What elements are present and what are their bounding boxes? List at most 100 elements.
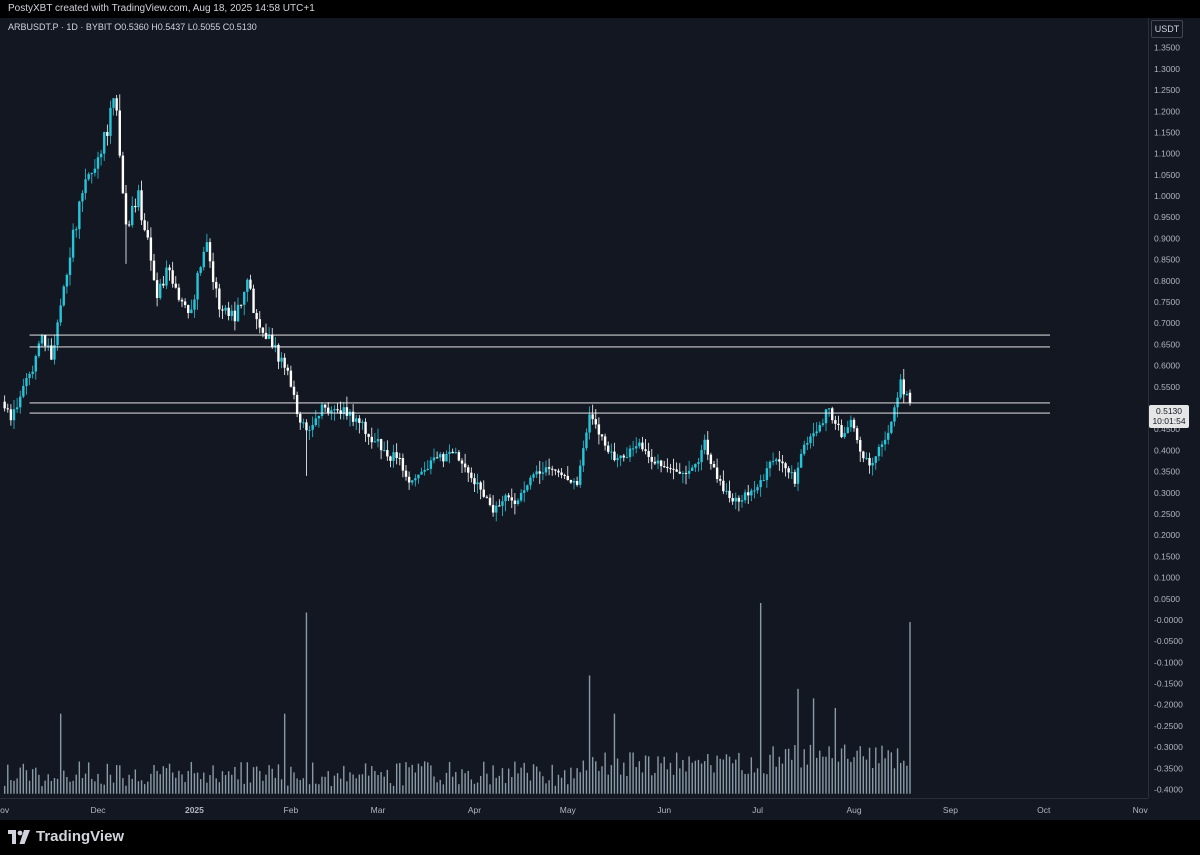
candle-body <box>488 497 492 505</box>
volume-bar <box>442 784 445 794</box>
candle-body <box>519 492 523 501</box>
volume-bar <box>791 759 793 794</box>
volume-bar <box>672 774 675 794</box>
candle-body <box>874 456 877 463</box>
candle-body <box>827 408 831 410</box>
volume-bar <box>31 769 34 794</box>
candle-body <box>118 110 121 156</box>
candle-body <box>613 451 616 461</box>
candle-body <box>252 288 255 313</box>
candle-body <box>351 411 355 422</box>
volume-bar <box>196 772 199 794</box>
candle-body <box>476 482 479 485</box>
volume-bar <box>878 763 880 794</box>
price-pane[interactable]: ARBUSDT.P · 1D · BYBIT O0.5360 H0.5437 L… <box>0 18 1148 798</box>
volume-bar <box>374 771 376 794</box>
candle-body <box>28 373 31 379</box>
volume-bar <box>884 758 886 794</box>
candle-body <box>124 193 128 225</box>
volume-bar <box>585 770 588 794</box>
candle-body <box>563 475 566 477</box>
candle-body <box>507 495 510 498</box>
volume-bar <box>38 774 40 794</box>
currency-button[interactable]: USDT <box>1151 20 1183 38</box>
volume-bar <box>137 781 140 794</box>
candle-body <box>423 469 426 472</box>
price-tick-label: 0.6500 <box>1154 339 1180 349</box>
volume-bar <box>231 774 233 794</box>
candle-body <box>572 481 576 483</box>
candle-body <box>451 451 454 454</box>
candle-body <box>890 421 893 433</box>
volume-bar <box>451 776 454 794</box>
candle-body <box>292 386 296 395</box>
volume-bar <box>455 772 457 794</box>
candle-body <box>90 172 93 175</box>
volume-bar <box>287 785 289 794</box>
volume-bar <box>35 767 37 794</box>
volume-bar <box>498 775 501 794</box>
candle-body <box>575 481 579 485</box>
volume-bar <box>548 780 550 794</box>
volume-bar <box>511 777 513 794</box>
candle-body <box>233 310 237 322</box>
candle-body <box>345 407 349 416</box>
volume-bar <box>25 770 28 794</box>
volume-bar <box>514 761 516 794</box>
candle-body <box>501 501 504 506</box>
candle-body <box>778 459 781 462</box>
candle-body <box>787 468 790 473</box>
candle-body <box>610 451 613 453</box>
volume-bar <box>16 778 18 794</box>
volume-bar <box>411 764 413 794</box>
time-axis[interactable]: ov Dec 2025 Feb Mar Apr May Jun Jul Aug Sep Oct Nov <box>0 798 1148 821</box>
volume-bar <box>402 785 404 794</box>
price-tick-label: -0.2500 <box>1154 721 1183 731</box>
candle-body <box>174 283 177 288</box>
volume-bar <box>448 761 451 794</box>
candle-body <box>6 408 9 410</box>
volume-bar <box>339 778 342 794</box>
candle-body <box>663 466 666 468</box>
volume-bar <box>175 777 177 794</box>
candle-body <box>641 442 644 450</box>
volume-bar <box>193 773 196 794</box>
volume-bar <box>215 778 217 794</box>
candle-body <box>759 480 762 488</box>
candle-body <box>887 432 890 440</box>
candle-body <box>398 457 401 459</box>
volume-bar <box>324 776 326 794</box>
brand[interactable]: TradingView <box>8 828 124 845</box>
candle-body <box>566 475 569 481</box>
volume-bar <box>691 762 693 794</box>
candle-body <box>498 505 501 507</box>
volume-bar <box>697 759 700 794</box>
time-tick-label: Mar <box>371 805 386 815</box>
volume-bar <box>84 773 87 794</box>
volume-bar <box>47 774 49 794</box>
candle-body <box>43 335 47 346</box>
volume-bar <box>890 752 893 794</box>
candle-body <box>675 469 678 472</box>
candle-body <box>482 489 485 497</box>
candle-body <box>445 453 448 462</box>
candle-body <box>504 495 507 502</box>
volume-bar <box>358 774 361 794</box>
candle-body <box>193 299 196 310</box>
candle-body <box>603 436 607 446</box>
candlestick-chart[interactable] <box>0 18 1148 798</box>
candle-body <box>905 393 909 395</box>
volume-bar <box>473 783 476 794</box>
volume-bar <box>635 767 637 794</box>
volume-bar <box>165 768 168 794</box>
footer: TradingView <box>0 820 1200 855</box>
volume-bar <box>109 774 112 794</box>
volume-bar <box>153 764 155 794</box>
candle-body <box>404 470 408 477</box>
candle-body <box>678 471 681 474</box>
candle-body <box>99 153 103 158</box>
candle-body <box>286 367 289 371</box>
candle-body <box>367 434 370 437</box>
chart-area[interactable]: ARBUSDT.P · 1D · BYBIT O0.5360 H0.5437 L… <box>0 18 1200 820</box>
volume-bar <box>588 675 591 794</box>
